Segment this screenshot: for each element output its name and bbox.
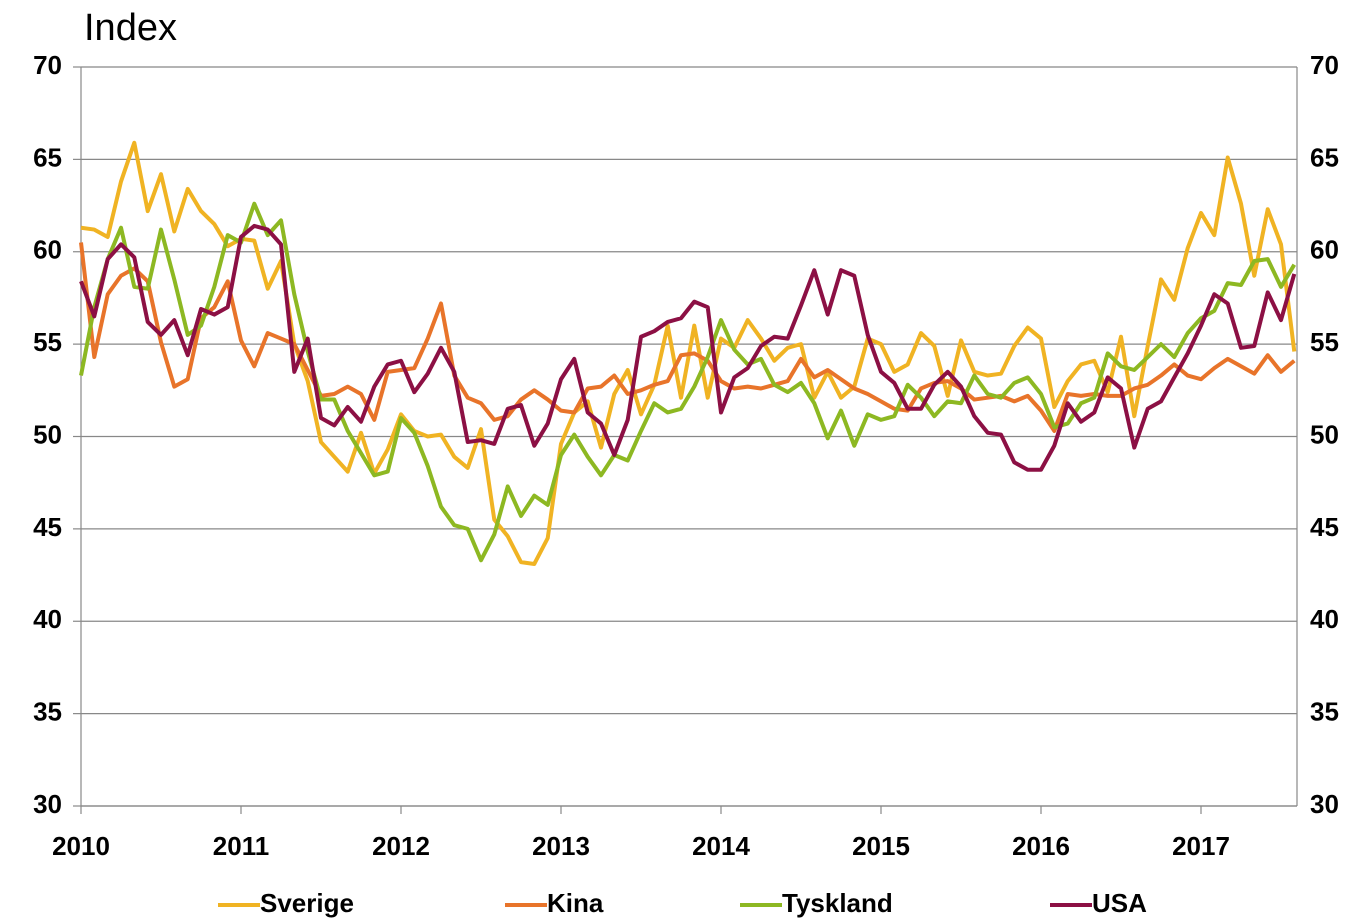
- legend-label: Sverige: [260, 888, 354, 918]
- y-tick-label: 35: [33, 697, 62, 727]
- chart-title: Index: [84, 7, 177, 49]
- y-tick-label: 50: [33, 419, 62, 449]
- x-tick-label: 2012: [372, 831, 430, 861]
- y-tick-label: 55: [33, 327, 62, 357]
- y2-tick-label: 60: [1310, 235, 1339, 265]
- y2-tick-label: 45: [1310, 512, 1339, 542]
- y2-tick-label: 50: [1310, 419, 1339, 449]
- y-tick-label: 70: [33, 50, 62, 80]
- legend-label: Kina: [547, 888, 604, 918]
- y2-tick-label: 40: [1310, 604, 1339, 634]
- x-tick-label: 2016: [1012, 831, 1070, 861]
- y-tick-label: 40: [33, 604, 62, 634]
- series-line: [79, 223, 1297, 472]
- y-tick-label: 65: [33, 142, 62, 172]
- x-tick-label: 2017: [1172, 831, 1230, 861]
- x-tick-label: 2011: [213, 831, 269, 861]
- y-tick-label: 30: [33, 789, 62, 819]
- x-tick-label: 2014: [692, 831, 750, 861]
- legend-label: USA: [1092, 888, 1147, 918]
- y-tick-label: 45: [33, 512, 62, 542]
- x-tick-label: 2013: [532, 831, 590, 861]
- x-tick-label: 2015: [852, 831, 910, 861]
- y-tick-label: 60: [33, 235, 62, 265]
- y2-tick-label: 65: [1310, 142, 1339, 172]
- y2-tick-label: 55: [1310, 327, 1339, 357]
- y2-tick-label: 30: [1310, 789, 1339, 819]
- series-line: [79, 201, 1296, 563]
- x-tick-label: 2010: [52, 831, 110, 861]
- legend-label: Tyskland: [782, 888, 893, 918]
- y2-tick-label: 70: [1310, 50, 1339, 80]
- y2-tick-label: 35: [1310, 697, 1339, 727]
- series-line: [79, 242, 1296, 433]
